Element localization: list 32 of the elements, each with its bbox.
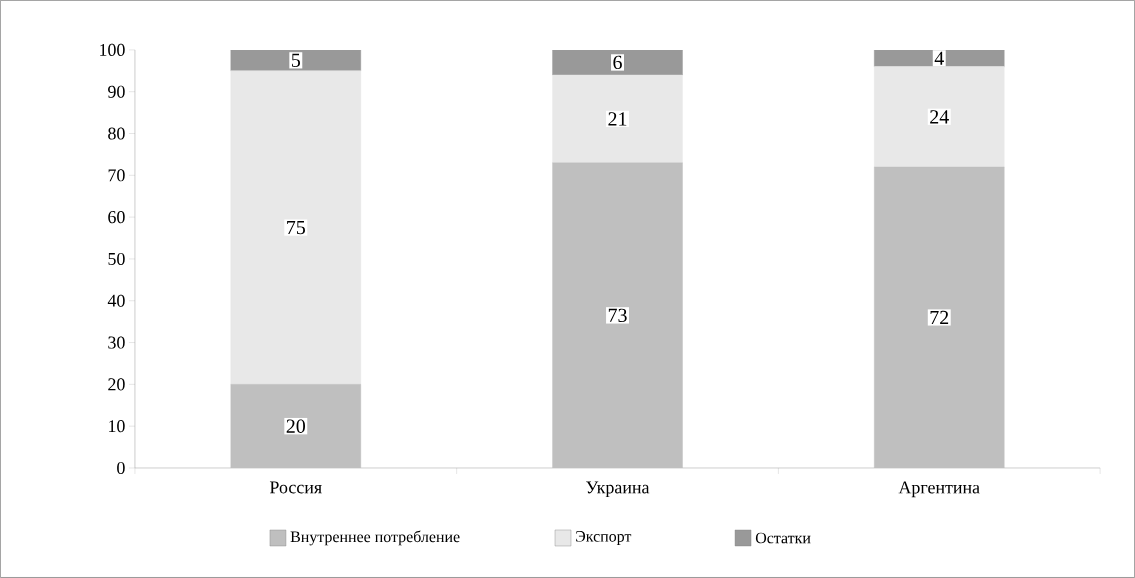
data-label: 5 [291,53,300,68]
y-tick-label: 10 [109,420,125,433]
x-tick-label: Россия [269,481,322,494]
data-label: 73 [608,308,627,323]
data-label: 72 [930,310,949,325]
data-label: 6 [613,55,622,70]
bar [552,162,683,469]
y-tick-label: 40 [107,294,125,307]
bar [874,66,1005,168]
legend-label: Внутреннее потребление [290,530,460,546]
data-label: 20 [286,419,305,433]
y-tick-label: 0 [117,461,125,475]
y-tick-label: 50 [108,252,125,266]
bar [552,74,683,164]
x-tick-label: Аргентина [898,481,980,498]
y-tick-label: 90 [108,85,125,98]
data-label: 75 [287,221,305,235]
y-tick-label: 20 [108,378,125,391]
data-label: 24 [930,110,949,124]
data-label: 21 [608,112,627,126]
legend-label: Остатки [755,532,811,544]
x-tick-label: Украина [586,481,650,498]
y-tick-label: 30 [108,336,125,349]
bar [874,166,1005,469]
bar [230,70,362,385]
y-tick-label: 60 [108,211,125,224]
bar [230,384,362,469]
data-label: 4 [934,51,944,65]
y-tick-label: 80 [108,127,125,140]
y-tick-label: 70 [108,169,125,182]
legend-label: Экспорт [576,531,632,545]
y-tick-label: 100 [100,43,125,56]
